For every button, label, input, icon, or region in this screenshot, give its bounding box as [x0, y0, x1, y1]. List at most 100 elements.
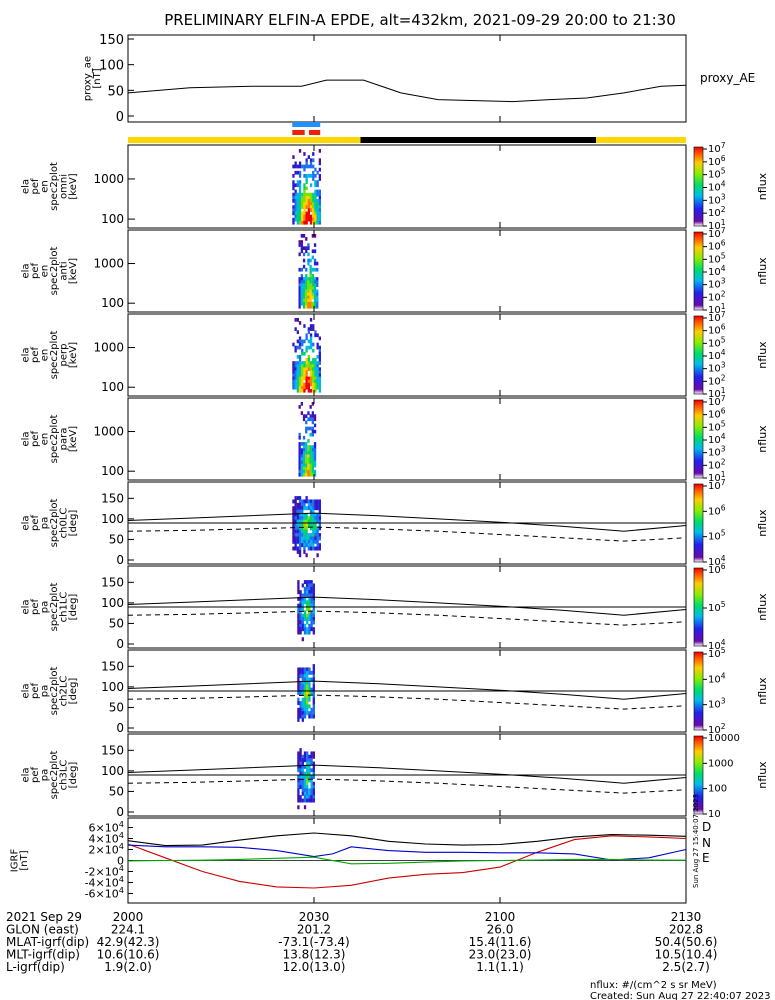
colorbar-tick-label: 1000 — [708, 758, 733, 769]
igrf-series-btot — [127, 832, 687, 847]
heatmap-cell — [312, 791, 315, 796]
heatmap-cell — [301, 697, 304, 702]
heatmap-cell — [301, 758, 304, 763]
heatmap-cell — [316, 370, 319, 375]
heatmap-cell — [303, 526, 306, 531]
heatmap-cell — [301, 364, 304, 368]
heatmap-cell — [312, 670, 315, 675]
igrf-series-e — [127, 856, 687, 865]
heatmap-cell — [312, 385, 315, 390]
heatmap-cell — [303, 596, 307, 601]
y-tick-label: 100 — [101, 212, 124, 226]
heatmap-cell — [305, 463, 308, 468]
heatmap-cell — [294, 214, 297, 219]
heatmap-cell — [300, 469, 303, 474]
heatmap-cell — [294, 345, 297, 350]
heatmap-cell — [314, 167, 317, 172]
y-tick-label: 100 — [101, 596, 124, 610]
heatmap-cell — [309, 327, 313, 331]
heatmap-cell — [305, 298, 308, 303]
heatmap-cell — [307, 164, 310, 169]
heatmap-cell — [296, 506, 299, 511]
heatmap-cell — [312, 667, 315, 672]
heatmap-cell — [292, 199, 295, 203]
heatmap-cell — [312, 704, 315, 709]
heatmap-cell — [299, 670, 302, 675]
heatmap-cell — [297, 586, 300, 591]
heatmap-cell — [294, 516, 297, 521]
heatmap-cell — [303, 364, 306, 368]
heatmap-cell — [318, 348, 321, 353]
y-tick-label: 0 — [116, 553, 124, 567]
heatmap-cell — [303, 370, 306, 375]
heatmap-cell — [307, 454, 310, 459]
heatmap-cell — [298, 199, 302, 203]
heatmap-cell — [314, 205, 317, 209]
heatmap-cell — [301, 674, 304, 679]
heatmap-cell — [303, 580, 307, 585]
heatmap-cell — [312, 367, 315, 372]
heatmap-cell — [308, 691, 311, 695]
heatmap-cell — [298, 435, 301, 440]
heatmap-cell — [305, 469, 308, 474]
heatmap-cell — [298, 385, 302, 390]
y-tick-label: 50 — [109, 616, 124, 630]
heatmap-cell — [303, 791, 307, 796]
heatmap-cell — [303, 667, 307, 672]
heatmap-cell — [303, 586, 307, 591]
heatmap-cell — [294, 161, 297, 166]
y-axis-label: pa — [39, 601, 50, 613]
heatmap-cell — [312, 199, 315, 203]
heatmap-cell — [298, 149, 302, 153]
heatmap-cell — [312, 342, 315, 347]
heatmap-cell — [301, 506, 304, 511]
heatmap-cell — [301, 192, 304, 197]
heatmap-cell — [294, 536, 297, 541]
heatmap-cell — [303, 680, 307, 685]
heatmap-cell — [313, 249, 317, 254]
heatmap-cell — [309, 271, 312, 275]
heatmap-cell — [305, 382, 308, 387]
heatmap-cell — [300, 249, 303, 254]
heatmap-cell — [306, 791, 309, 796]
heatmap-cell — [309, 345, 313, 350]
heatmap-cell — [300, 240, 303, 244]
heatmap-cell — [303, 704, 307, 709]
heatmap-cell — [308, 771, 311, 776]
heatmap-cell — [312, 208, 315, 213]
heatmap-cell — [303, 590, 307, 595]
heatmap-cell — [306, 798, 309, 803]
heatmap-cell — [312, 711, 315, 716]
heatmap-cell — [303, 613, 307, 618]
heatmap-cell — [310, 603, 313, 608]
heatmap-cell — [306, 667, 309, 672]
heatmap-cell — [299, 691, 302, 695]
heatmap-cell — [294, 348, 297, 353]
heatmap-cell — [316, 367, 319, 372]
heatmap-cell — [298, 211, 302, 216]
heatmap-cell — [299, 781, 302, 786]
heatmap-cell — [316, 202, 319, 206]
heatmap-cell — [309, 543, 313, 548]
heatmap-cell — [298, 345, 302, 350]
igrf-series-d — [127, 835, 687, 889]
heatmap-cell — [316, 543, 319, 548]
heatmap-cell — [294, 543, 297, 548]
heatmap-cell — [307, 261, 310, 266]
heatmap-cell — [294, 533, 297, 538]
heatmap-cell — [301, 217, 304, 222]
heatmap-cell — [305, 553, 308, 558]
heatmap-cell — [314, 539, 317, 544]
heatmap-cell — [302, 445, 306, 449]
colorbar-tick-label: 104 — [708, 180, 726, 194]
heatmap-cell — [310, 798, 313, 803]
heatmap-cell — [301, 379, 304, 384]
heatmap-cell — [297, 788, 300, 793]
heatmap-cell — [301, 785, 304, 790]
heatmap-cell — [296, 496, 299, 501]
heatmap-cell — [307, 155, 310, 159]
heatmap-cell — [306, 627, 309, 632]
heatmap-cell — [318, 355, 321, 359]
heatmap-cell — [311, 301, 314, 306]
heatmap-cell — [308, 590, 311, 595]
